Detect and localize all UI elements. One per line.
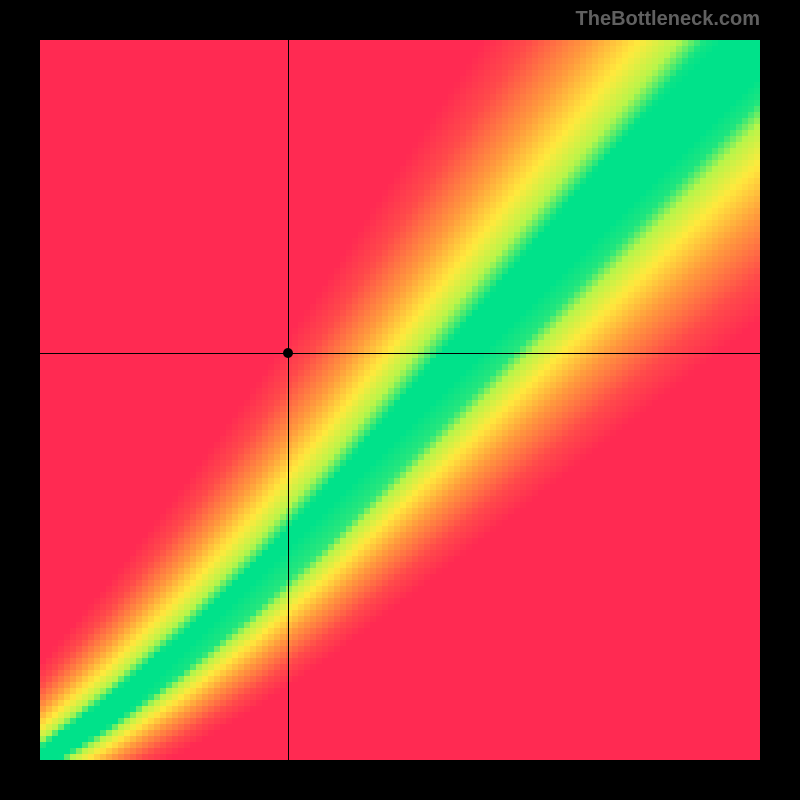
- heatmap-plot: [40, 40, 760, 760]
- watermark-text: TheBottleneck.com: [576, 8, 760, 31]
- crosshair-horizontal: [40, 353, 760, 354]
- crosshair-marker: [283, 348, 293, 358]
- crosshair-vertical: [288, 40, 289, 760]
- heatmap-canvas: [40, 40, 760, 760]
